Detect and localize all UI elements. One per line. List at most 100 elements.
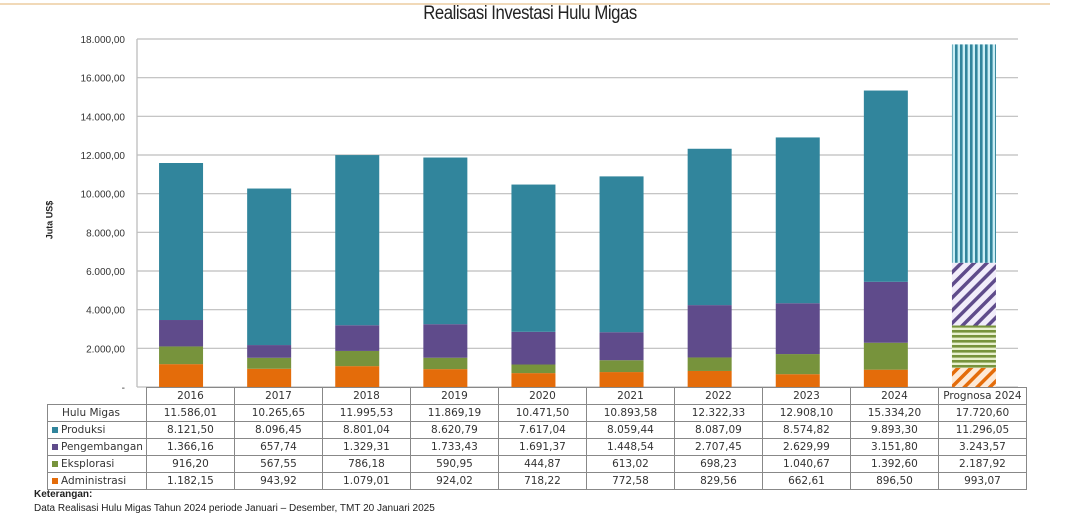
bar-stack-2018 — [335, 155, 380, 387]
table-row-label: Pengembangan — [47, 438, 147, 456]
table-header-cell: 2021 — [585, 387, 675, 405]
bar-segment-pengembangan — [159, 320, 204, 347]
table-cell: 9.893,30 — [849, 421, 939, 439]
bar-stack-2024 — [863, 90, 908, 387]
table-cell: 924,02 — [409, 472, 499, 490]
table-cell: 1.392,60 — [849, 455, 939, 473]
table-row: Hulu Migas 11.586,01 10.265,65 11.995,53 11.… — [47, 404, 1027, 422]
table-corner — [47, 387, 147, 405]
table-cell: 662,61 — [761, 472, 851, 490]
table-header-cell: 2022 — [673, 387, 763, 405]
table-row-label: Eksplorasi — [47, 455, 147, 473]
y-tick-label: 8.000,00 — [86, 228, 125, 239]
table-header-cell: 2016 — [145, 387, 235, 405]
table-cell: 7.617,04 — [497, 421, 587, 439]
table-cell: 2.707,45 — [673, 438, 763, 456]
table-cell: 993,07 — [937, 472, 1027, 490]
table-cell: 772,58 — [585, 472, 675, 490]
stacked-bar-chart: -2.000,004.000,006.000,008.000,0010.000,… — [81, 35, 1018, 394]
bar-segment-eksplorasi — [335, 350, 380, 367]
bar-segment-eksplorasi — [599, 360, 644, 373]
table-header-row: 2016 2017 2018 2019 2020 2021 2022 2023 2024 Prog… — [47, 387, 1027, 405]
bar-stack-2019 — [423, 157, 468, 387]
table-cell: 11.586,01 — [145, 404, 235, 422]
table-cell: 10.471,50 — [497, 404, 587, 422]
table-cell: 718,22 — [497, 472, 587, 490]
row-label-text: Pengembangan — [61, 441, 143, 453]
table-cell: 11.296,05 — [937, 421, 1027, 439]
y-tick-label: 6.000,00 — [86, 267, 125, 278]
table-row: Eksplorasi 916,20 567,55 786,18 590,95 444,87… — [47, 455, 1027, 473]
bar-segment-administrasi — [599, 372, 644, 387]
bar-segment-administrasi — [687, 370, 732, 387]
table-cell: 2.629,99 — [761, 438, 851, 456]
bar-stack-2017 — [247, 188, 292, 387]
y-tick-label: 2.000,00 — [86, 344, 125, 355]
bar-segment-administrasi — [863, 369, 908, 387]
bar-segment-administrasi — [159, 364, 204, 387]
bar-stack-2020 — [511, 184, 556, 387]
table-cell: 1.079,01 — [321, 472, 411, 490]
bar-segment-pengembangan — [599, 332, 644, 361]
row-label-text: Produksi — [61, 424, 106, 436]
table-cell: 8.620,79 — [409, 421, 499, 439]
bar-segment-produksi — [247, 188, 292, 346]
row-label-text: Eksplorasi — [61, 458, 115, 470]
legend-swatch-icon — [52, 461, 58, 467]
table-cell: 8.087,09 — [673, 421, 763, 439]
table-header-cell: 2020 — [497, 387, 587, 405]
bar-segment-produksi — [599, 176, 644, 333]
table-cell: 698,23 — [673, 455, 763, 473]
bar-segment-produksi — [159, 163, 204, 321]
bar-stack-2023 — [775, 137, 820, 387]
data-table: 2016 2017 2018 2019 2020 2021 2022 2023 2024 Prog… — [47, 387, 1027, 490]
bar-stack-2022 — [687, 148, 732, 387]
bar-segment-produksi — [511, 184, 556, 332]
bar-segment-pengembangan — [511, 331, 556, 365]
table-cell: 10.893,58 — [585, 404, 675, 422]
table-row: Administrasi 1.182,15 943,92 1.079,01 924,02… — [47, 472, 1027, 490]
bar-segment-produksi — [775, 137, 820, 304]
table-cell: 1.182,15 — [145, 472, 235, 490]
table-cell: 590,95 — [409, 455, 499, 473]
table-cell: 11.995,53 — [321, 404, 411, 422]
table-cell: 613,02 — [585, 455, 675, 473]
legend-swatch-icon — [52, 444, 58, 450]
bar-segment-pengembangan — [423, 324, 468, 358]
notes-text: Data Realisasi Hulu Migas Tahun 2024 per… — [34, 503, 435, 514]
table-cell: 657,74 — [233, 438, 323, 456]
y-tick-label: 4.000,00 — [86, 306, 125, 317]
bar-segment-eksplorasi — [423, 357, 468, 370]
table-header-cell: 2017 — [233, 387, 323, 405]
table-cell: 8.574,82 — [761, 421, 851, 439]
table-cell: 2.187,92 — [937, 455, 1027, 473]
table-cell: 1.691,37 — [497, 438, 587, 456]
y-tick-label: 14.000,00 — [81, 112, 126, 123]
top-divider-line — [0, 3, 1050, 5]
bar-segment-pengembangan — [687, 305, 732, 358]
table-header-cell: 2019 — [409, 387, 499, 405]
y-tick-label: 18.000,00 — [81, 35, 126, 46]
bar-segment-produksi — [863, 90, 908, 282]
table-header-cell: 2023 — [761, 387, 851, 405]
table-cell: 3.243,57 — [937, 438, 1027, 456]
bar-segment-pengembangan — [335, 325, 380, 351]
table-cell: 8.801,04 — [321, 421, 411, 439]
table-header-cell: 2024 — [849, 387, 939, 405]
table-cell: 10.265,65 — [233, 404, 323, 422]
table-cell: 8.121,50 — [145, 421, 235, 439]
bar-segment-pengembangan — [863, 281, 908, 343]
table-cell: 3.151,80 — [849, 438, 939, 456]
bar-segment-administrasi — [335, 366, 380, 387]
y-tick-label: 10.000,00 — [81, 190, 126, 201]
table-cell: 896,50 — [849, 472, 939, 490]
legend-swatch-icon — [52, 427, 58, 433]
table-cell: 1.040,67 — [761, 455, 851, 473]
bar-segment-administrasi — [951, 367, 996, 387]
bar-stack-prognosa-2024 — [951, 44, 996, 387]
bar-stack-2021 — [599, 176, 644, 387]
bar-segment-administrasi — [511, 373, 556, 387]
bar-segment-pengembangan — [247, 345, 292, 358]
table-cell: 943,92 — [233, 472, 323, 490]
table-cell: 1.366,16 — [145, 438, 235, 456]
